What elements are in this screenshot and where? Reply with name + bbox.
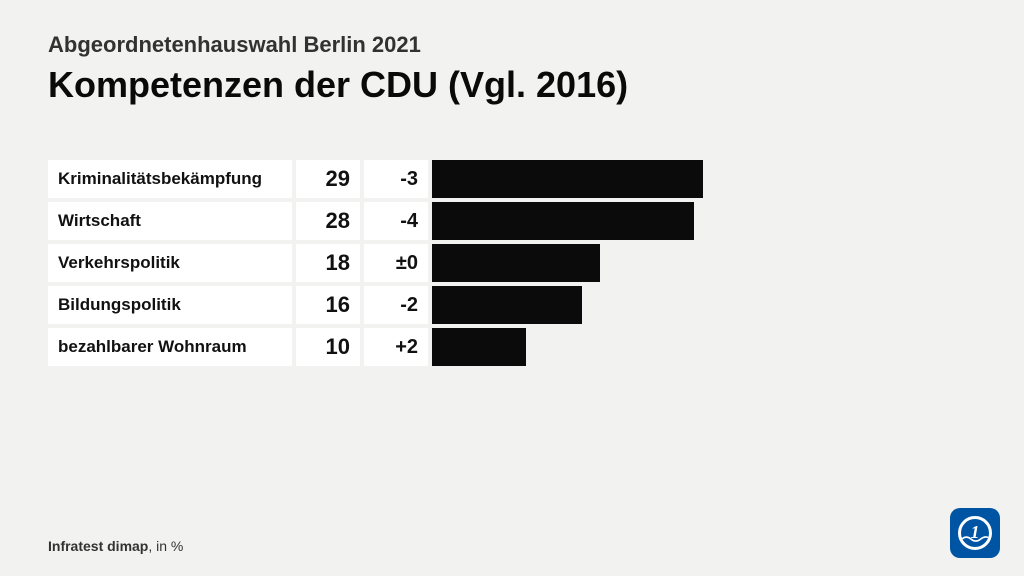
- row-value: 28: [296, 202, 360, 240]
- row-delta: -4: [364, 202, 428, 240]
- chart-row: Kriminalitätsbekämpfung29-3: [48, 160, 976, 198]
- row-bar: [432, 286, 582, 324]
- chart-row: bezahlbarer Wohnraum10+2: [48, 328, 976, 366]
- chart-row: Wirtschaft28-4: [48, 202, 976, 240]
- chart-row: Verkehrspolitik18±0: [48, 244, 976, 282]
- source-name: Infratest dimap: [48, 538, 148, 554]
- row-label: Verkehrspolitik: [48, 244, 292, 282]
- logo-circle: 1: [958, 516, 992, 550]
- row-delta: ±0: [364, 244, 428, 282]
- row-bar-cell: [432, 244, 976, 282]
- source-unit: , in %: [148, 538, 183, 554]
- row-value: 16: [296, 286, 360, 324]
- row-delta: +2: [364, 328, 428, 366]
- row-bar: [432, 160, 703, 198]
- source-footer: Infratest dimap, in %: [48, 538, 183, 554]
- row-bar-cell: [432, 202, 976, 240]
- page-title: Kompetenzen der CDU (Vgl. 2016): [48, 64, 976, 106]
- row-bar: [432, 244, 600, 282]
- row-label: Wirtschaft: [48, 202, 292, 240]
- row-bar-cell: [432, 160, 976, 198]
- broadcaster-logo: 1: [950, 508, 1000, 558]
- logo-wave-icon: [961, 534, 989, 544]
- row-delta: -3: [364, 160, 428, 198]
- row-bar-cell: [432, 286, 976, 324]
- row-label: Bildungspolitik: [48, 286, 292, 324]
- row-bar: [432, 202, 694, 240]
- row-value: 18: [296, 244, 360, 282]
- supertitle: Abgeordnetenhauswahl Berlin 2021: [48, 32, 976, 58]
- row-label: bezahlbarer Wohnraum: [48, 328, 292, 366]
- row-value: 10: [296, 328, 360, 366]
- row-value: 29: [296, 160, 360, 198]
- chart-container: Abgeordnetenhauswahl Berlin 2021 Kompete…: [0, 0, 1024, 366]
- bar-chart: Kriminalitätsbekämpfung29-3Wirtschaft28-…: [48, 160, 976, 366]
- row-bar-cell: [432, 328, 976, 366]
- row-label: Kriminalitätsbekämpfung: [48, 160, 292, 198]
- chart-row: Bildungspolitik16-2: [48, 286, 976, 324]
- row-bar: [432, 328, 526, 366]
- row-delta: -2: [364, 286, 428, 324]
